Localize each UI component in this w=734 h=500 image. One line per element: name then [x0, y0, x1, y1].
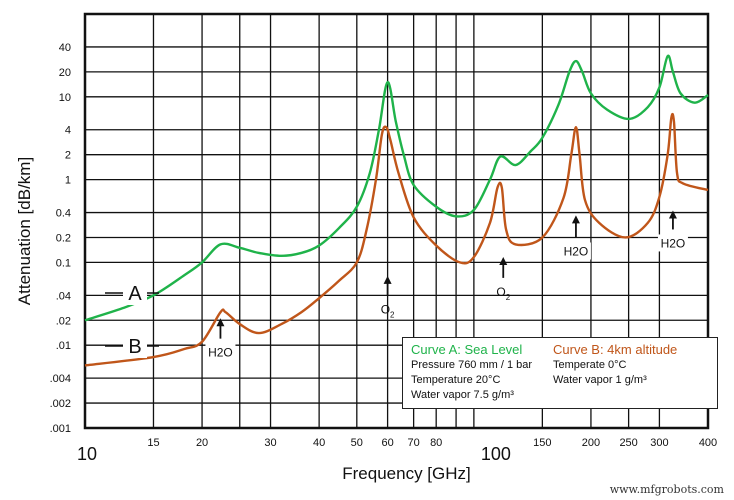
y-tick-label: .01 — [56, 340, 71, 352]
y-tick-label: 20 — [59, 67, 71, 79]
x-axis-title: Frequency [GHz] — [342, 464, 471, 483]
x-tick-label: 80 — [430, 437, 442, 449]
annotation-arrow-head — [383, 275, 392, 284]
x-tick-label: 400 — [699, 437, 717, 449]
annotation-label: H2O — [564, 244, 589, 258]
y-tick-label: 4 — [65, 125, 71, 137]
legend-b-title: Curve B: 4km altitude — [553, 342, 678, 357]
y-tick-label: .001 — [50, 423, 71, 435]
series-line-a — [84, 54, 709, 322]
legend-curve-b: Curve B: 4km altitude Temperate 0°C Wate… — [553, 341, 677, 388]
y-tick-label: .002 — [50, 398, 71, 410]
y-tick-label: 10 — [59, 92, 71, 104]
annotation-arrow-head — [668, 210, 677, 219]
annotation-label: H2O — [661, 236, 686, 250]
x-tick-label: 250 — [619, 437, 637, 449]
x-tick-label: 20 — [196, 437, 208, 449]
legend: Curve A: Sea Level Pressure 760 mm / 1 b… — [402, 337, 718, 409]
annotation-arrow-head — [499, 256, 508, 265]
legend-b-line: Temperate 0°C — [553, 359, 627, 371]
x-tick-label: 70 — [408, 437, 420, 449]
x-tick-label: 15 — [147, 437, 159, 449]
annotation-label-bg — [560, 242, 591, 260]
y-tick-label: 0.2 — [56, 232, 71, 244]
annotation-label-bg — [205, 343, 236, 361]
y-tick-label: 1 — [65, 175, 71, 187]
series-line-b — [84, 112, 709, 367]
x-tick-label: 300 — [650, 437, 668, 449]
annotation-label-bg — [657, 234, 688, 252]
annotation-label: O2 — [381, 302, 395, 319]
y-axis-title: Attenuation [dB/km] — [15, 157, 34, 305]
y-tick-label: 0.4 — [56, 208, 71, 220]
legend-a-line: Pressure 760 mm / 1 bar — [411, 359, 533, 371]
x-major-label: 10 — [77, 444, 97, 464]
x-tick-label: 200 — [582, 437, 600, 449]
series-label-bg — [123, 281, 147, 305]
plot-border — [83, 12, 710, 430]
annotation-label: O2 — [496, 285, 510, 302]
y-tick-label: .004 — [50, 373, 71, 385]
annotation-label: H2O — [208, 346, 233, 360]
legend-a-title: Curve A: Sea Level — [411, 342, 523, 357]
annotation-arrow-head — [216, 318, 225, 327]
x-tick-label: 30 — [264, 437, 276, 449]
y-tick-label: 40 — [59, 42, 71, 54]
legend-b-line: Water vapor 1 g/m³ — [553, 374, 647, 386]
legend-a-line: Temperature 20°C — [411, 374, 501, 386]
x-tick-label: 150 — [533, 437, 551, 449]
y-tick-label: .02 — [56, 315, 71, 327]
x-tick-label: 50 — [351, 437, 363, 449]
y-tick-label: .04 — [56, 290, 71, 302]
watermark: www.mfgrobots.com — [609, 483, 724, 496]
series-label-b: B — [128, 336, 141, 358]
x-major-label: 100 — [481, 444, 511, 464]
series-label-bg — [123, 334, 147, 358]
y-tick-label: 2 — [65, 150, 71, 162]
legend-a-line: Water vapor 7.5 g/m³ — [411, 389, 514, 401]
y-tick-label: 0.1 — [56, 257, 71, 269]
legend-curve-a: Curve A: Sea Level Pressure 760 mm / 1 b… — [411, 341, 532, 403]
x-tick-label: 60 — [381, 437, 393, 449]
annotation-arrow-head — [571, 215, 580, 224]
x-tick-label: 40 — [313, 437, 325, 449]
series-label-a: A — [128, 283, 142, 305]
